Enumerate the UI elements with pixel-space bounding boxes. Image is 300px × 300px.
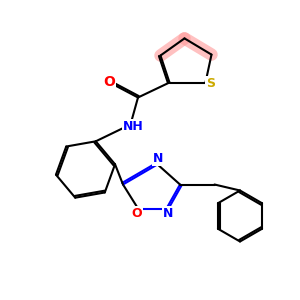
Text: N: N — [153, 152, 163, 165]
Text: O: O — [103, 75, 115, 88]
Text: O: O — [131, 207, 142, 220]
Text: NH: NH — [122, 119, 143, 133]
Text: N: N — [163, 207, 173, 220]
Text: S: S — [206, 76, 215, 90]
